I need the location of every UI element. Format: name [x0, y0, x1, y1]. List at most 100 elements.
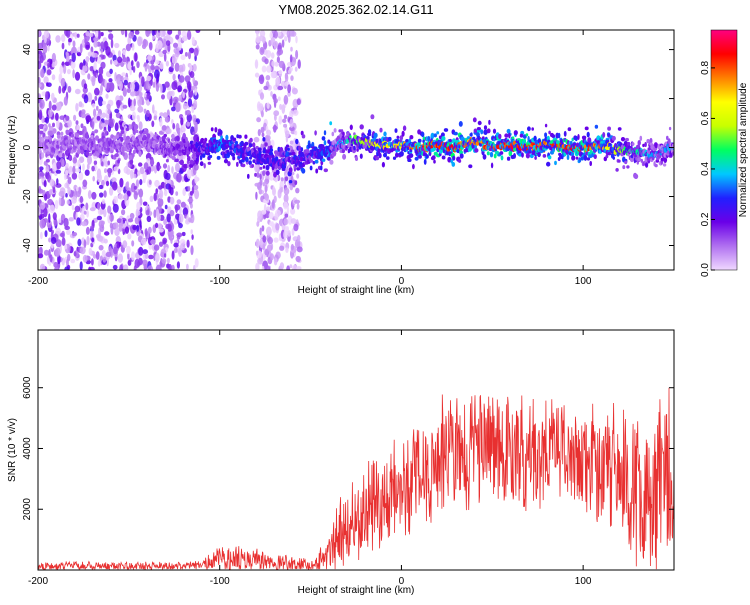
heatmap-noise-blob-0 [163, 52, 167, 62]
heatmap-noise-blob-0 [67, 119, 72, 128]
heatmap-ridge-cell [298, 164, 303, 168]
y-tick-label: 2000 [22, 498, 33, 521]
heatmap-ridge-cell [219, 129, 223, 135]
heatmap-noise-blob-1 [257, 210, 263, 220]
heatmap-ridge-cell [405, 139, 409, 143]
heatmap-noise-blob-0 [175, 34, 180, 40]
heatmap-noise-blob-0 [101, 112, 107, 118]
heatmap-noise-blob-0 [45, 165, 50, 173]
heatmap-noise-blob-0 [64, 244, 68, 250]
heatmap-noise-blob-1 [278, 60, 285, 69]
heatmap-ridge-cell [489, 151, 494, 158]
heatmap-noise-blob-0 [136, 224, 140, 232]
heatmap-ridge-cell [645, 162, 649, 168]
heatmap-ridge-cell [607, 126, 611, 131]
heatmap-noise-blob-1 [273, 237, 279, 243]
heatmap-ridge-cell [203, 163, 206, 169]
heatmap-ridge-cell [448, 138, 452, 143]
heatmap-noise-blob-0 [82, 179, 88, 188]
heatmap-noise-blob-0 [91, 237, 95, 243]
heatmap-noise-blob-0 [125, 245, 131, 255]
heatmap-ridge-cell [534, 156, 537, 160]
heatmap-noise-blob-0 [55, 169, 62, 174]
heatmap-noise-blob-1 [269, 253, 274, 261]
heatmap-ridge-cell [331, 131, 335, 137]
heatmap-noise-blob-1 [297, 234, 301, 242]
heatmap-ridge-cell [248, 143, 253, 148]
heatmap-ridge-cell [366, 136, 370, 140]
heatmap-noise-blob-0 [48, 213, 51, 224]
heatmap-ridge-cell [583, 154, 588, 161]
heatmap-ridge-cell [375, 156, 380, 161]
heatmap-noise-blob-0 [133, 185, 137, 190]
heatmap-noise-blob-0 [108, 118, 114, 127]
heatmap-ridge-cell [278, 151, 282, 156]
colorbar-tick-label: 0.0 [700, 263, 711, 277]
heatmap-noise-blob-1 [268, 211, 274, 220]
heatmap-noise-blob-0 [122, 240, 128, 249]
heatmap-noise-blob-0 [49, 204, 55, 214]
heatmap-noise-blob-0 [121, 218, 124, 227]
heatmap-noise-blob-0 [113, 195, 118, 205]
heatmap-noise-blob-0 [161, 258, 167, 264]
heatmap-noise-blob-1 [261, 265, 265, 270]
heatmap-noise-blob-0 [173, 247, 178, 253]
heatmap-noise-blob-0 [39, 219, 45, 229]
heatmap-noise-blob-0 [96, 173, 102, 183]
heatmap-ridge-cell [265, 164, 270, 171]
heatmap-noise-blob-1 [289, 30, 295, 37]
heatmap-ridge-cell [452, 155, 456, 161]
heatmap-noise-blob-0 [122, 104, 128, 109]
heatmap-noise-blob-0 [82, 254, 88, 263]
heatmap-noise-blob-0 [116, 99, 121, 109]
heatmap-noise-blob-0 [162, 30, 166, 37]
heatmap-ridge-cell [238, 134, 242, 139]
heatmap-noise-blob-0 [63, 217, 69, 228]
heatmap-noise-blob-0 [79, 246, 86, 255]
heatmap-noise-blob-1 [271, 60, 275, 67]
heatmap-ridge-cell [262, 137, 266, 142]
heatmap-noise-blob-0 [155, 222, 159, 229]
heatmap-noise-blob-0 [120, 75, 124, 82]
heatmap-ridge-cell [608, 143, 612, 147]
heatmap-noise-blob-0 [42, 44, 48, 54]
heatmap-ridge-cell [243, 144, 247, 149]
heatmap-noise-blob-0 [136, 61, 140, 69]
heatmap-noise-blob-0 [93, 63, 97, 72]
heatmap-noise-blob-0 [158, 241, 164, 247]
heatmap-ridge-cell [138, 150, 142, 157]
heatmap-noise-blob-0 [71, 232, 78, 237]
heatmap-noise-blob-0 [87, 155, 92, 165]
heatmap-noise-blob-1 [258, 74, 265, 85]
heatmap-noise-blob-1 [279, 262, 285, 270]
heatmap-ridge-cell [483, 129, 488, 135]
heatmap-noise-blob-1 [296, 246, 303, 253]
heatmap-noise-blob-0 [114, 42, 120, 49]
heatmap-noise-blob-0 [105, 251, 112, 258]
heatmap-noise-blob-0 [157, 222, 162, 230]
heatmap-ridge-cell [383, 152, 387, 158]
heatmap-noise-blob-0 [142, 201, 148, 206]
heatmap-noise-blob-0 [107, 168, 112, 178]
heatmap-noise-blob-1 [289, 126, 295, 132]
heatmap-noise-blob-0 [181, 30, 187, 37]
chart-title: YM08.2025.362.02.14.G11 [278, 2, 433, 17]
heatmap-noise-blob-0 [109, 68, 113, 75]
heatmap-noise-blob-0 [146, 215, 152, 223]
heatmap-noise-blob-0 [43, 207, 48, 218]
heatmap-noise-blob-1 [256, 221, 260, 227]
heatmap-ridge-cell [300, 147, 304, 152]
heatmap-ridge-cell [425, 154, 429, 159]
heatmap-ridge-cell [504, 133, 509, 138]
heatmap-noise-blob-0 [153, 209, 157, 218]
heatmap-noise-blob-0 [99, 74, 103, 83]
heatmap-noise-blob-0 [115, 112, 121, 119]
x-tick-label: 0 [399, 576, 405, 587]
heatmap-noise-blob-0 [79, 43, 83, 54]
heatmap-ridge-cell [216, 155, 221, 160]
heatmap-noise-blob-0 [193, 47, 199, 57]
heatmap-noise-blob-0 [159, 61, 164, 70]
heatmap-noise-blob-0 [167, 30, 173, 35]
heatmap-noise-blob-0 [165, 60, 169, 67]
heatmap-noise-blob-0 [187, 98, 193, 108]
